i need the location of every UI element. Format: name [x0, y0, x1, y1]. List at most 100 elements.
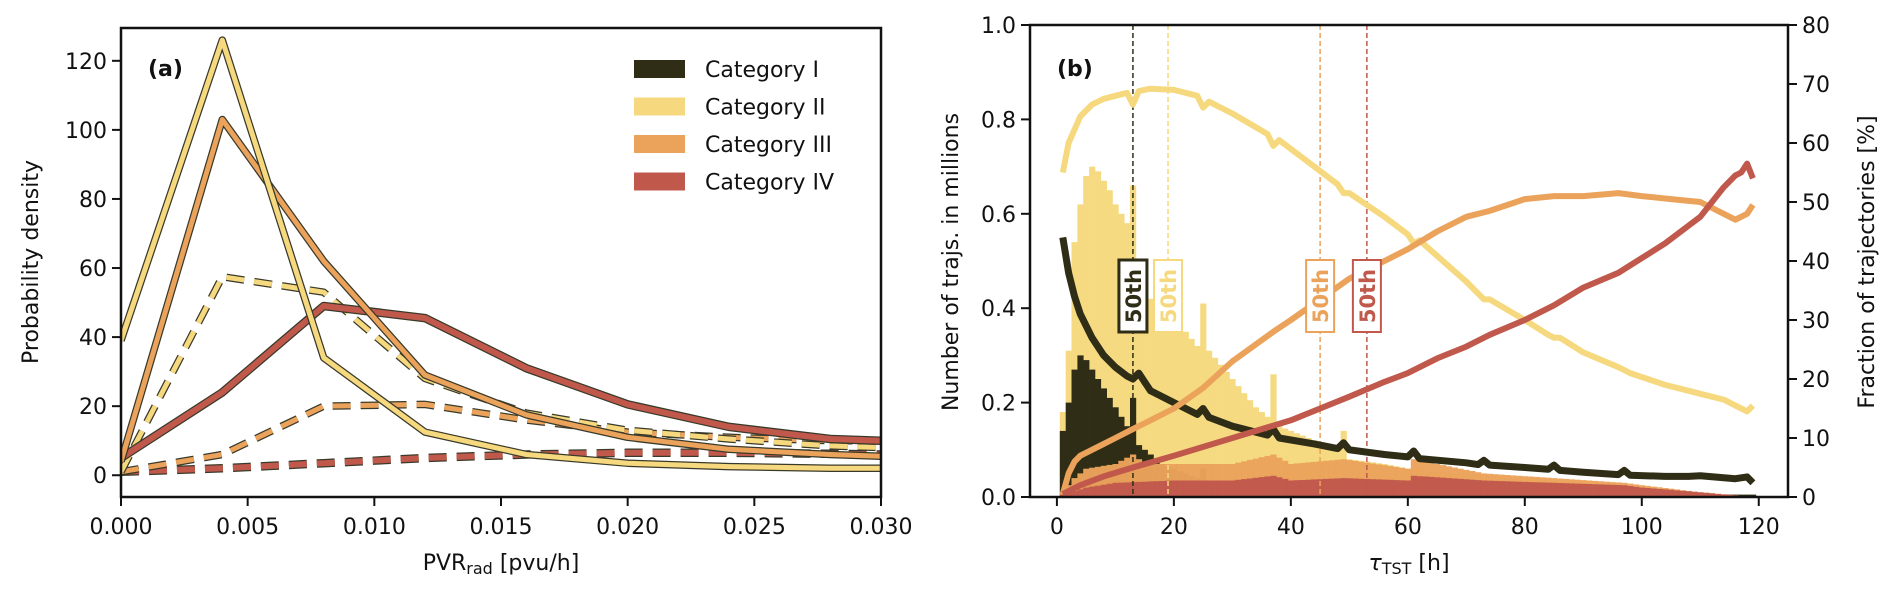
- panel-b-right-y-axis-label: Fraction of trajectories [%]: [1855, 115, 1880, 408]
- histogram-bar: [1480, 480, 1488, 497]
- x-tick-label: 80: [1511, 515, 1539, 540]
- histogram-bar: [1469, 479, 1476, 497]
- x-tick-label: 0.010: [343, 515, 406, 540]
- histogram-bar: [1328, 478, 1336, 497]
- histogram-bar: [1305, 479, 1312, 497]
- histogram-bar: [1112, 464, 1119, 497]
- panel-a-x-ticks: 0.000 0.005 0.010 0.015 0.020 0.025 0.030: [90, 497, 912, 540]
- histogram-bar: [1089, 486, 1096, 497]
- histogram-bar: [1369, 479, 1376, 497]
- percentile-label-cat4: 50th: [1351, 259, 1382, 333]
- histogram-bar: [1603, 484, 1610, 497]
- histogram-bar: [1340, 478, 1347, 497]
- y-tick-label: 120: [65, 50, 107, 75]
- histogram-cat4: [1059, 475, 1751, 497]
- histogram-bar: [1106, 464, 1113, 497]
- histogram-bar: [1574, 483, 1581, 497]
- panel-a-plot-area: [121, 36, 881, 477]
- histogram-bar: [1709, 493, 1716, 497]
- y-tick-label: 80: [79, 188, 107, 213]
- histogram-bar: [1135, 459, 1143, 497]
- y-tick-label-left: 0.2: [981, 392, 1016, 417]
- histogram-bar: [1135, 481, 1143, 497]
- histogram-bar: [1089, 369, 1096, 497]
- histogram-bar: [1077, 489, 1084, 497]
- histogram-bar: [1498, 481, 1505, 497]
- histogram-bar: [1545, 482, 1552, 497]
- percentile-label-cat1: 50th: [1117, 258, 1149, 334]
- fraction-line-cat4: [1061, 160, 1756, 497]
- histogram-bar: [1182, 480, 1189, 497]
- histogram-bar: [1217, 364, 1224, 497]
- histogram-bar: [1247, 478, 1254, 497]
- histogram-bar: [1100, 484, 1107, 497]
- histogram-bar: [1656, 489, 1663, 497]
- histogram-bar: [1106, 397, 1113, 497]
- histogram-bar: [1621, 485, 1628, 497]
- histogram-bar: [1258, 412, 1265, 497]
- panel-b-label: (b): [1057, 57, 1093, 82]
- histogram-bar: [1171, 480, 1178, 497]
- histogram-bar: [1527, 482, 1534, 497]
- legend: Category I Category II Category III Categor…: [634, 58, 834, 196]
- y-tick-label-right: 70: [1802, 73, 1830, 98]
- y-tick-label: 20: [79, 395, 107, 420]
- y-tick-label-left: 1.0: [981, 14, 1016, 39]
- histogram-bar: [1188, 338, 1195, 497]
- percentile-label-cat3: 50th: [1305, 259, 1336, 333]
- series-line-cat2-solid: [121, 37, 881, 471]
- panel-a-x-axis-label: PVRrad [pvu/h]: [423, 551, 580, 578]
- histogram-bar: [1457, 478, 1464, 497]
- panel-a-x-axis-label-main: PVR: [423, 551, 467, 576]
- x-tick-label: 0.005: [216, 515, 279, 540]
- histogram-bar: [1235, 386, 1242, 497]
- histogram-bar: [1124, 223, 1131, 497]
- histogram-bar: [1562, 483, 1569, 497]
- histogram-bar: [1650, 488, 1657, 497]
- histogram-bar: [1077, 355, 1084, 497]
- panel-a-series: [121, 36, 881, 477]
- histogram-bar: [1486, 480, 1493, 497]
- histogram-bar: [1615, 485, 1622, 497]
- x-tick-label: 60: [1394, 515, 1422, 540]
- histogram-bar: [1094, 485, 1102, 497]
- x-tick-label: 0.015: [470, 515, 533, 540]
- histogram-bar: [1153, 464, 1160, 497]
- histogram-bar: [1094, 379, 1102, 497]
- y-tick-label-right: 80: [1802, 14, 1830, 39]
- percentile-label-text: 50th: [1309, 269, 1333, 323]
- percentile-label-text: 50th: [1356, 269, 1380, 323]
- histogram-bar: [1428, 476, 1435, 497]
- panel-a-label: (a): [148, 57, 183, 82]
- histogram-bar: [1504, 481, 1511, 497]
- histogram-bar: [1241, 479, 1248, 497]
- histogram-bar: [1130, 397, 1137, 497]
- histogram-bar: [1124, 482, 1131, 497]
- panel-b: 0 20 40 60 80 100 120 0.0 0.2 0.4 0.6 0.8 1.0 0 10 20…: [939, 14, 1880, 578]
- histogram-bar: [1592, 484, 1599, 497]
- histogram-bar: [1270, 454, 1277, 497]
- histogram-bar: [1673, 490, 1681, 497]
- histogram-bar: [1211, 480, 1219, 497]
- y-tick-label-right: 0: [1802, 486, 1816, 511]
- x-tick-label: 0.000: [90, 515, 153, 540]
- legend-label: Category IV: [705, 171, 834, 196]
- histogram-bar: [1451, 478, 1458, 497]
- histogram-bar: [1533, 482, 1540, 497]
- panel-a: 0.000 0.005 0.010 0.015 0.020 0.025 0.030 0 20 4…: [19, 26, 912, 578]
- histogram-bar: [1633, 486, 1640, 497]
- histogram-bar: [1235, 479, 1242, 497]
- percentile-label-text: 50th: [1157, 269, 1181, 323]
- panel-a-y-ticks: 0 20 40 60 80 100 120: [65, 50, 121, 489]
- histogram-bar: [1083, 487, 1090, 497]
- histogram-bar: [1317, 461, 1324, 497]
- histogram-bar: [1404, 480, 1412, 497]
- histogram-bar: [1247, 459, 1254, 497]
- histogram-bar: [1551, 482, 1558, 497]
- histogram-bar: [1159, 308, 1166, 497]
- x-tick-label: 0: [1050, 515, 1064, 540]
- histogram-bar: [1317, 479, 1324, 497]
- histogram-bar: [1165, 480, 1172, 497]
- y-tick-label: 0: [93, 464, 107, 489]
